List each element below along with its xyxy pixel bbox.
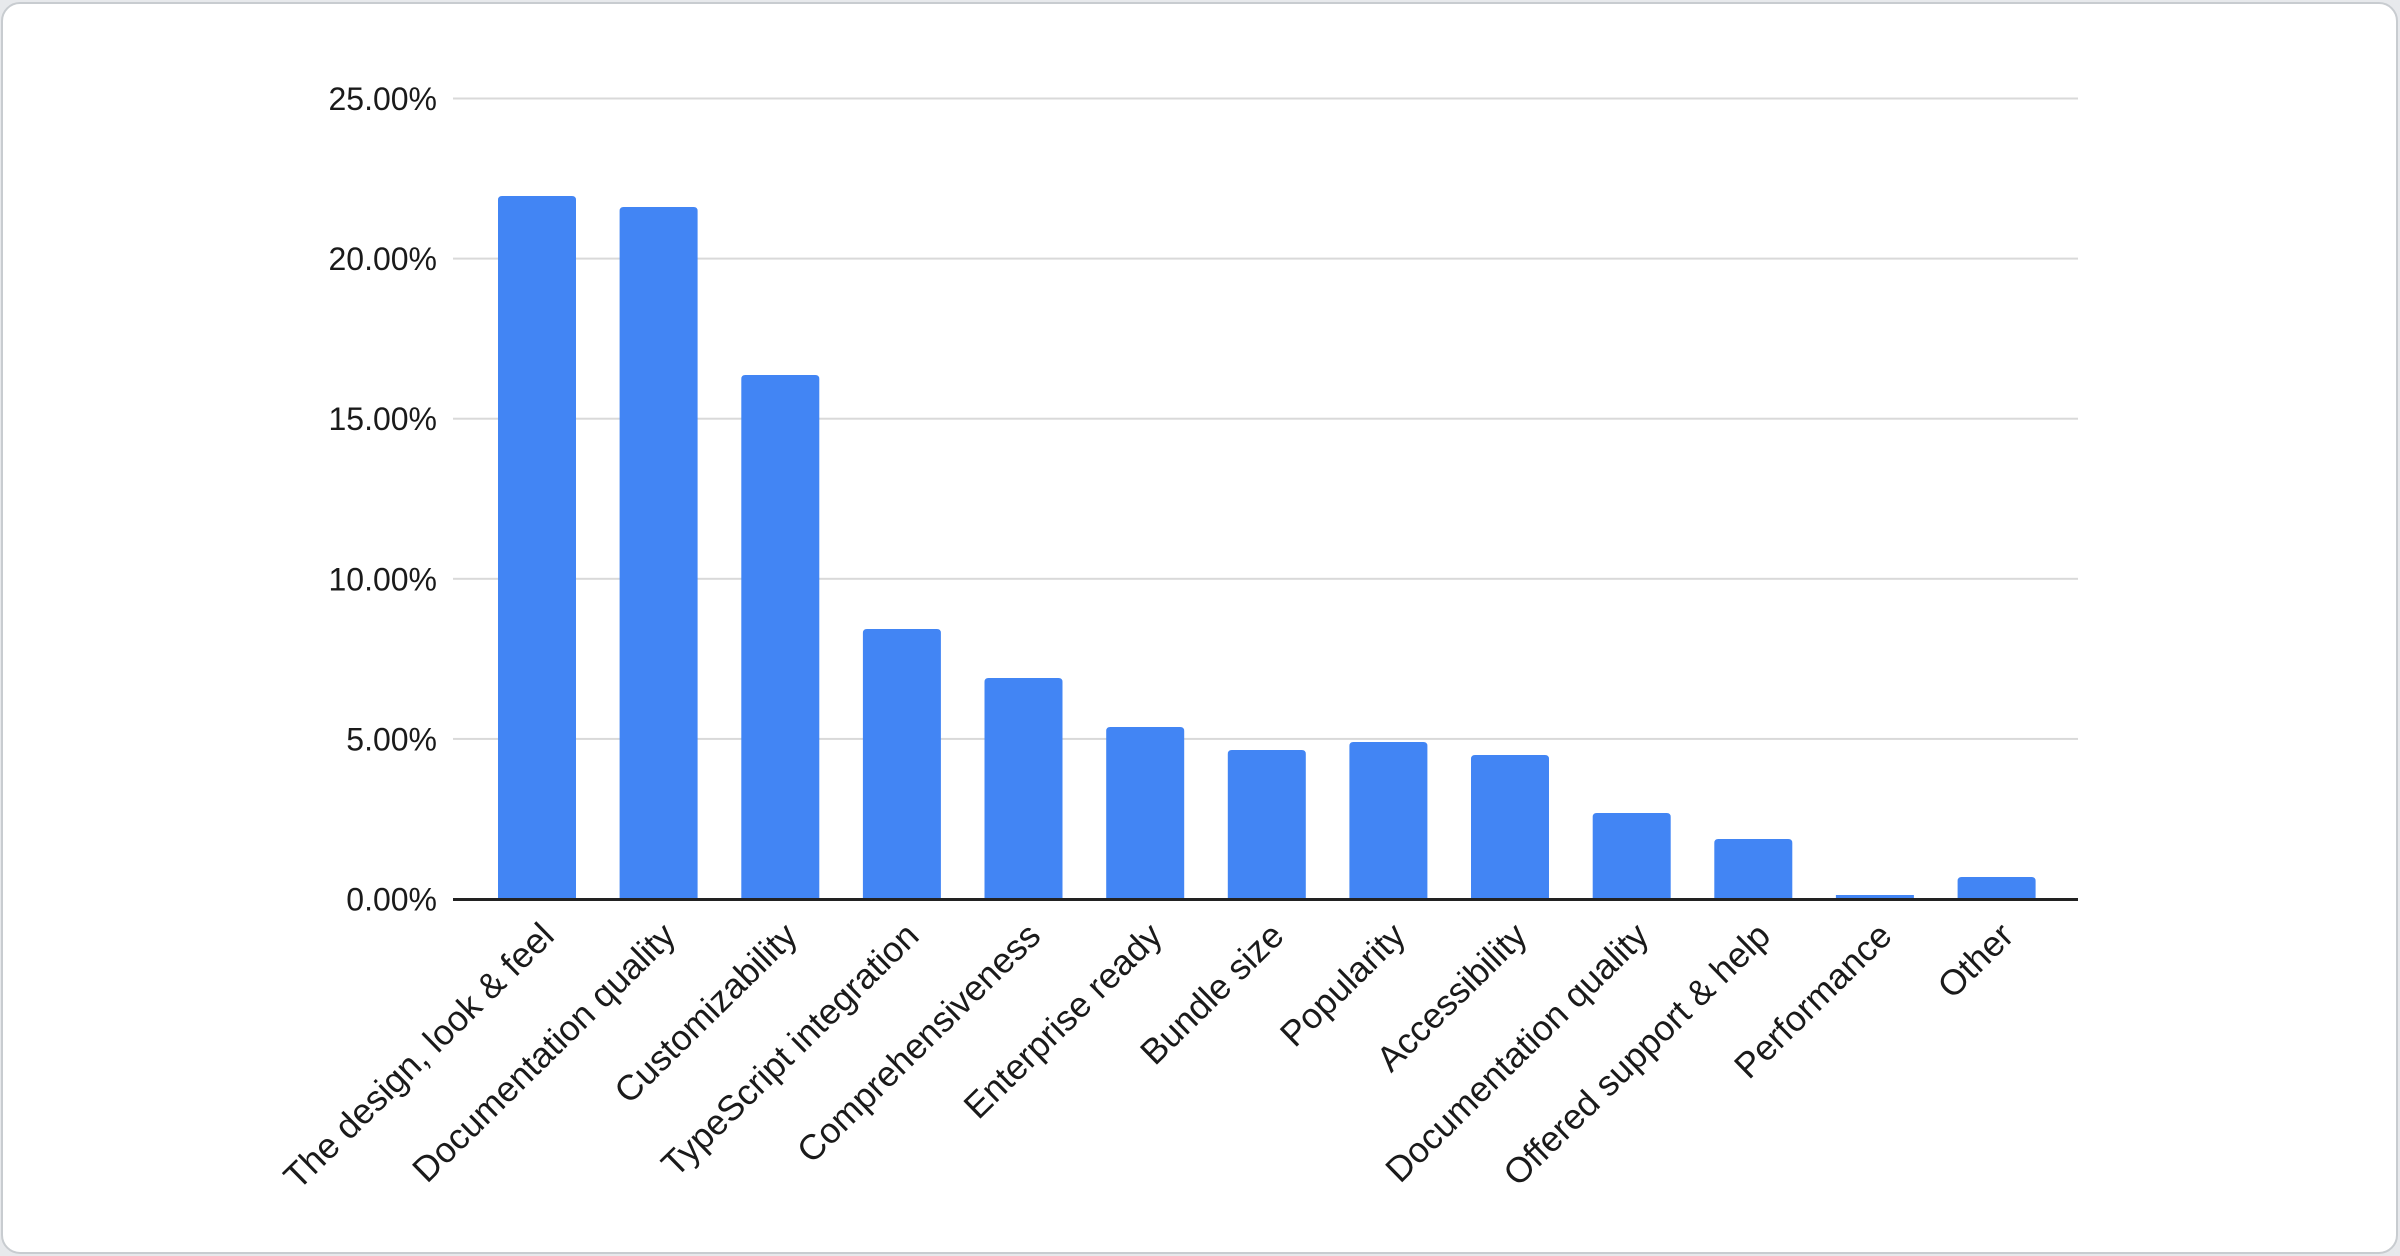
svg-text:0.00%: 0.00%: [346, 882, 437, 918]
svg-text:5.00%: 5.00%: [346, 721, 437, 757]
svg-text:10.00%: 10.00%: [328, 561, 437, 597]
svg-text:15.00%: 15.00%: [328, 401, 437, 437]
svg-text:25.00%: 25.00%: [328, 81, 437, 117]
svg-text:20.00%: 20.00%: [328, 241, 437, 277]
